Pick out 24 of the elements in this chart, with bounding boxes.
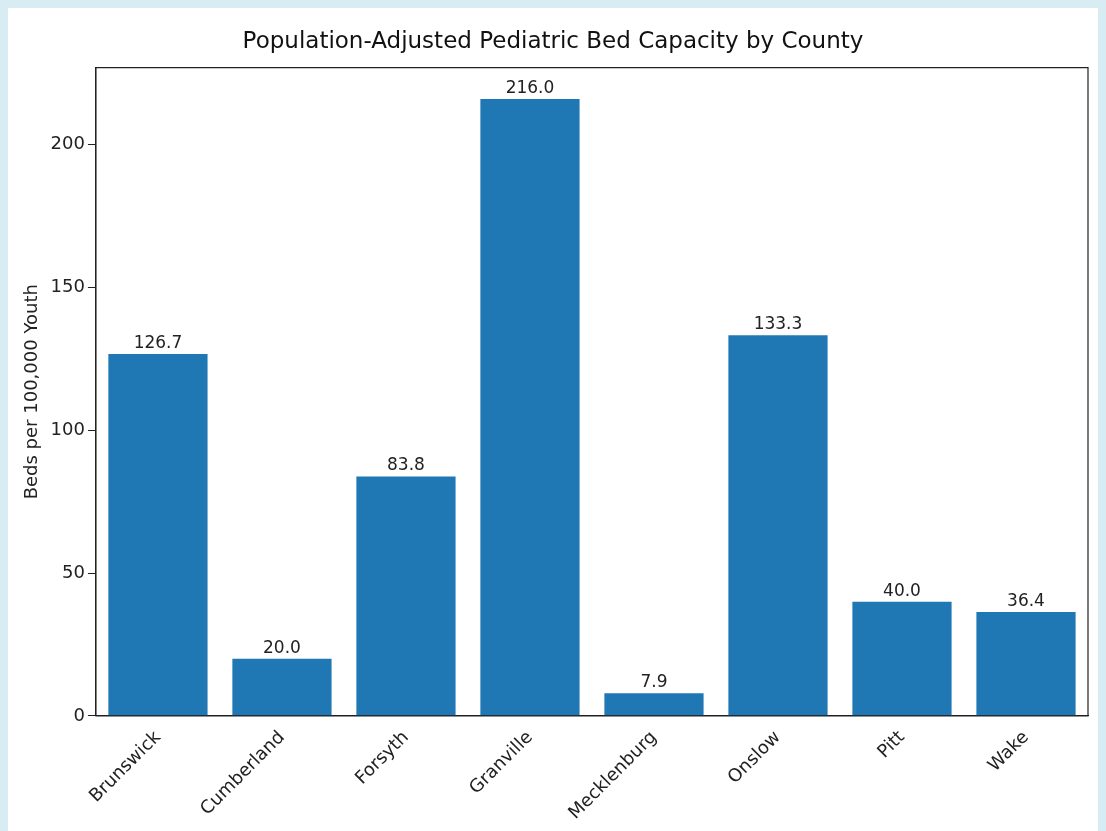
chart-title: Population-Adjusted Pediatric Bed Capacity by County — [242, 26, 864, 53]
data-label: 83.8 — [387, 454, 425, 475]
bar — [480, 99, 580, 716]
data-label: 20.0 — [263, 636, 301, 657]
bar — [852, 601, 952, 716]
bar — [356, 476, 456, 716]
y-tick-label: 0 — [73, 703, 85, 725]
data-label: 133.3 — [753, 313, 803, 334]
y-tick-label: 150 — [50, 275, 85, 297]
bar — [108, 354, 208, 716]
bar — [604, 693, 704, 716]
bar — [976, 611, 1076, 716]
bar — [232, 658, 332, 716]
y-tick-label: 200 — [50, 132, 85, 154]
y-tick-label: 50 — [62, 560, 85, 582]
data-label: 7.9 — [640, 671, 668, 692]
data-label: 216.0 — [505, 76, 555, 97]
x-tick-label: Pitt — [872, 725, 909, 762]
y-axis-title: Beds per 100,000 Youth — [20, 284, 42, 500]
y-tick-label: 100 — [50, 417, 85, 439]
bar — [728, 335, 828, 716]
data-label: 36.4 — [1007, 589, 1045, 610]
data-label: 40.0 — [883, 579, 921, 600]
data-label: 126.7 — [133, 331, 183, 352]
